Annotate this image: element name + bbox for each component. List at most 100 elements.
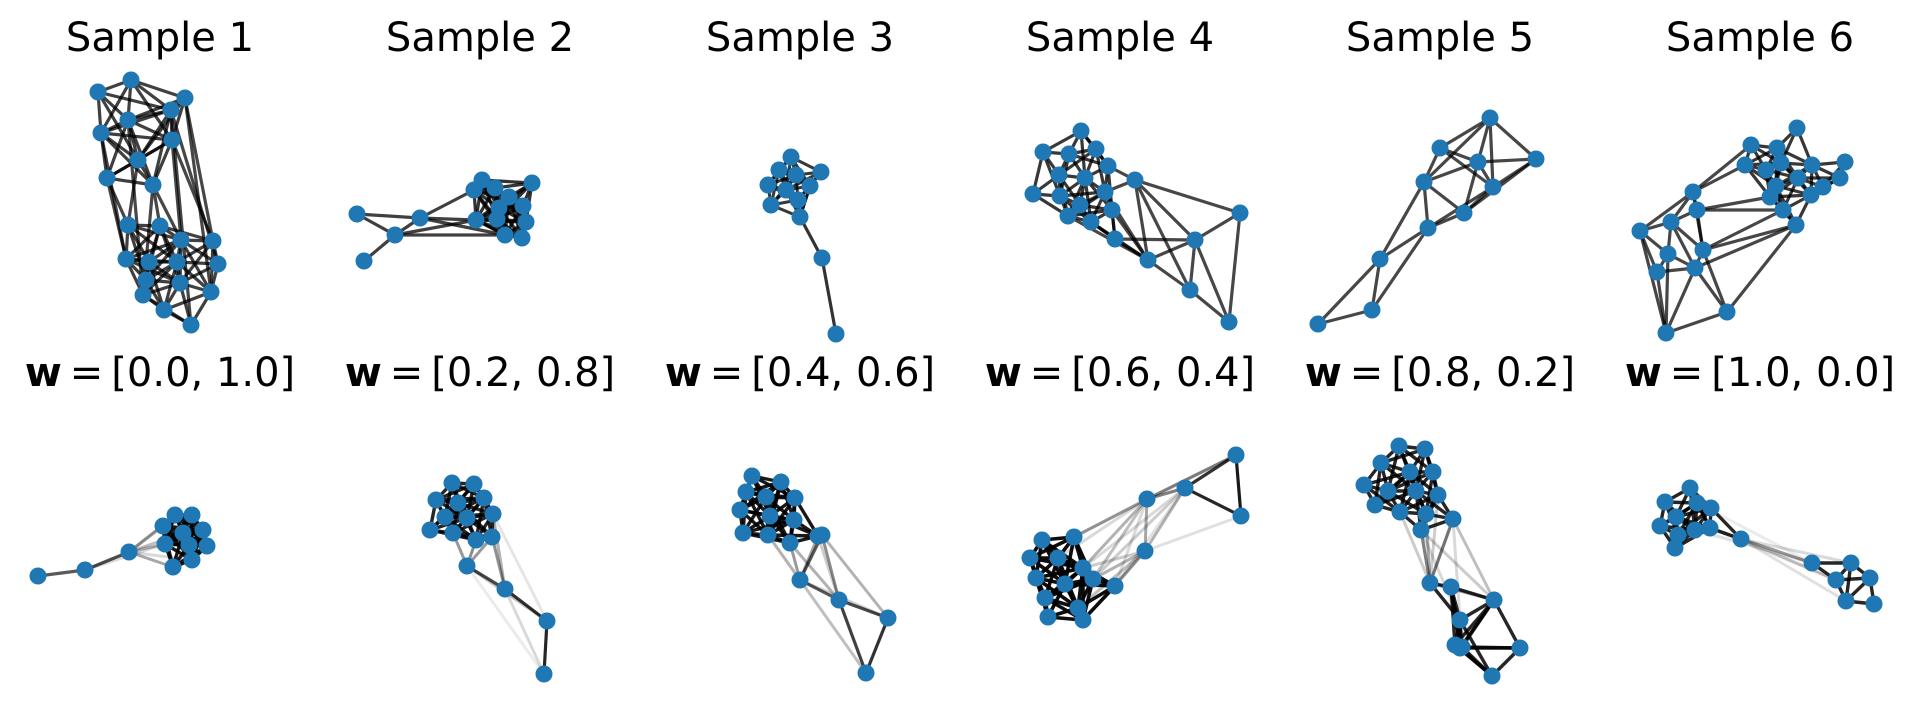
graph-edge	[741, 518, 796, 535]
graph-node	[204, 232, 222, 250]
graph-node	[1416, 440, 1434, 458]
graph-edge	[126, 223, 148, 282]
graph-node	[1106, 230, 1124, 248]
graph-edge	[151, 183, 183, 242]
graph-edge	[1145, 453, 1238, 501]
graph-edge	[1664, 252, 1670, 335]
graph-node	[1451, 639, 1469, 657]
graph-node	[813, 249, 831, 267]
graph-node	[1232, 507, 1250, 525]
graph-edge	[816, 534, 841, 602]
graph-node	[801, 177, 819, 195]
graph-node	[1366, 496, 1384, 514]
graph-node	[1736, 156, 1754, 174]
graph-node	[465, 475, 483, 493]
graph-node	[1429, 486, 1447, 504]
graph-node	[1686, 259, 1704, 277]
graph-top-1	[89, 71, 227, 334]
graph-edge	[1133, 178, 1192, 292]
graph-node	[1772, 154, 1790, 172]
graph-node	[1227, 446, 1245, 464]
graph-node	[1103, 201, 1121, 219]
graph-node	[1087, 140, 1105, 158]
graph-node	[1814, 178, 1832, 196]
graph-edge	[99, 131, 128, 261]
graph-node	[1051, 187, 1069, 205]
graph-node	[731, 501, 749, 519]
graph-node	[734, 524, 752, 542]
graph-node	[538, 612, 556, 630]
graph-node	[1527, 150, 1545, 168]
graph-edge	[1234, 453, 1243, 518]
weight-symbol: w	[1625, 350, 1662, 396]
graph-edge	[1183, 453, 1238, 490]
graph-edge	[1370, 226, 1430, 312]
graph-node	[523, 174, 541, 192]
graph-node	[1701, 519, 1719, 537]
graph-edge	[1451, 517, 1496, 602]
graph-node	[1861, 569, 1879, 587]
graph-edge	[542, 619, 549, 676]
graph-node	[1027, 569, 1045, 587]
graph-node	[183, 506, 201, 524]
graph-node	[513, 229, 531, 247]
weight-value: [0.8, 0.2]	[1391, 350, 1575, 396]
graph-top-6	[1631, 119, 1854, 342]
graph-edge	[1113, 497, 1149, 588]
graph-edge	[1739, 537, 1848, 603]
graph-node	[1176, 479, 1194, 497]
graph-node	[443, 474, 461, 492]
graph-edge	[124, 238, 183, 261]
graph-node	[488, 210, 506, 228]
graph-node	[830, 591, 848, 609]
graph-edge	[183, 96, 213, 294]
graph-node	[1355, 476, 1373, 494]
graph-node	[1024, 185, 1042, 203]
graph-node	[1424, 463, 1442, 481]
graph-edge	[1422, 160, 1480, 184]
graph-node	[1702, 499, 1720, 517]
graph-node	[1444, 510, 1462, 528]
graph-node	[1657, 324, 1675, 342]
graph-edge	[1739, 537, 1853, 565]
graph-node	[1718, 303, 1736, 321]
graph-edge	[99, 131, 155, 187]
graph-node	[1372, 454, 1390, 472]
graph-node	[1082, 213, 1100, 231]
graph-node	[1732, 530, 1750, 548]
graph-node	[1138, 490, 1156, 508]
graph-edge	[1638, 190, 1695, 233]
graph-node	[857, 664, 875, 682]
graph-top-3	[759, 148, 845, 343]
graph-node	[1455, 204, 1473, 222]
graph-top-5	[1309, 109, 1545, 333]
graph-edge	[1419, 528, 1496, 602]
graph-edge	[1398, 510, 1432, 585]
graph-node	[535, 665, 553, 683]
graph-edge	[1428, 493, 1440, 585]
graph-edge	[503, 587, 546, 676]
graph-edge	[491, 512, 507, 591]
graph-edge	[766, 533, 802, 582]
graph-node	[137, 271, 155, 289]
weight-value: [1.0, 0.0]	[1711, 350, 1895, 396]
graph-node	[1484, 178, 1502, 196]
graph-node	[155, 301, 173, 319]
graph-node	[1363, 301, 1381, 319]
graph-edge	[1476, 157, 1538, 164]
graph-bottom-5	[1355, 437, 1529, 685]
graph-edge	[1183, 486, 1243, 518]
graph-node	[496, 226, 514, 244]
graph-node	[1412, 521, 1430, 539]
graph-node	[1761, 188, 1779, 206]
graph-node	[1084, 570, 1102, 588]
graph-node	[484, 505, 502, 523]
graph-node	[1074, 611, 1092, 629]
graph-node	[1096, 183, 1114, 201]
graph-node	[1220, 313, 1238, 331]
graph-node	[1039, 608, 1057, 626]
graph-edge	[1492, 598, 1522, 650]
graph-edge	[1693, 266, 1729, 314]
graph-edge	[1081, 486, 1187, 570]
graph-node	[427, 491, 445, 509]
